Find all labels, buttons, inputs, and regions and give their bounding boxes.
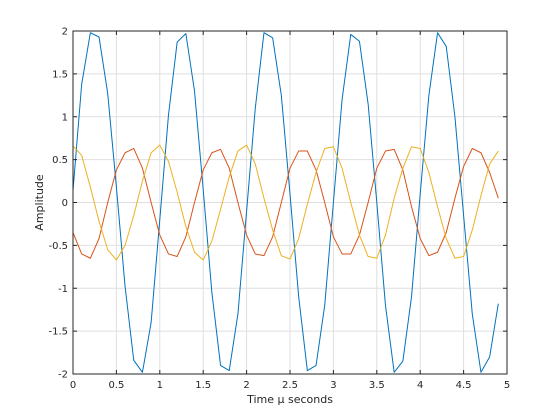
y-tick-label: 2	[62, 27, 68, 38]
y-axis-label: Amplitude	[33, 174, 46, 231]
x-tick-label: 2	[243, 380, 249, 391]
x-tick-label: 0	[70, 380, 76, 391]
series-line-3	[72, 144, 499, 261]
y-tick-label: 1.5	[52, 69, 68, 80]
series-line-2	[72, 147, 499, 259]
y-tick-label: -2	[58, 370, 68, 381]
x-tick-label: 3.5	[369, 380, 385, 391]
series-line-1	[72, 32, 499, 373]
x-tick-label: 0.5	[108, 380, 124, 391]
x-tick-label: 2.5	[282, 380, 298, 391]
x-tick-label: 1	[157, 380, 163, 391]
x-tick-label: 5	[504, 380, 510, 391]
series-group	[72, 32, 499, 373]
y-tick-label: -0.5	[48, 241, 68, 252]
x-tick-labels: 0 0.5 1 1.5 2 2.5 3 3.5 4 4.5 5	[70, 380, 510, 391]
y-tick-label: 0	[62, 198, 68, 209]
y-tick-label: 0.5	[52, 155, 68, 166]
y-tick-label: -1	[58, 284, 68, 295]
x-tick-label: 4.5	[456, 380, 472, 391]
y-tick-labels: -2 -1.5 -1 -0.5 0 0.5 1 1.5 2	[48, 27, 68, 381]
x-tick-label: 3	[330, 380, 336, 391]
x-tick-label: 1.5	[195, 380, 211, 391]
ticks	[72, 30, 508, 375]
y-tick-label: 1	[62, 112, 68, 123]
x-axis-label: Time μ seconds	[246, 393, 333, 406]
y-tick-label: -1.5	[48, 327, 68, 338]
x-tick-label: 4	[417, 380, 423, 391]
